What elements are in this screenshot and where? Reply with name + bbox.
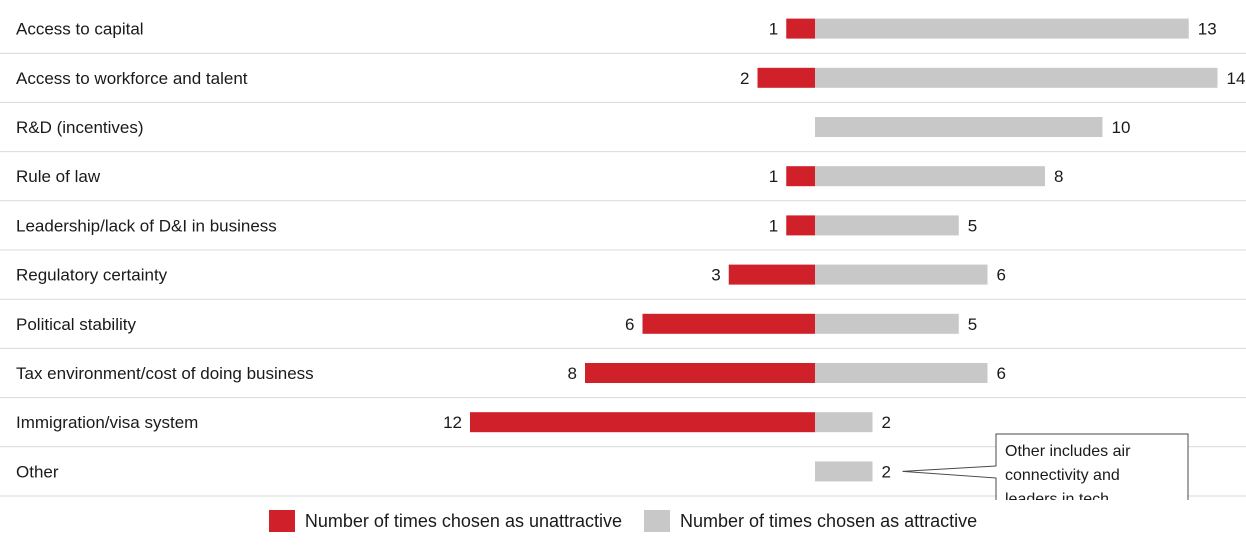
bar-unattractive: [757, 67, 815, 88]
bars: [470, 18, 1218, 482]
callout-pointer: [902, 465, 997, 479]
legend-item-unattractive: Number of times chosen as unattractive: [268, 510, 623, 532]
value-label-unattractive: 1: [769, 216, 778, 235]
value-label-attractive: 13: [1198, 20, 1217, 39]
value-label-attractive: 14: [1227, 69, 1246, 88]
bar-attractive: [815, 18, 1189, 39]
diverging-bar-chart: Access to capital Access to workforce and…: [0, 18, 1246, 500]
category-label: Other: [16, 462, 59, 481]
value-label-unattractive: 3: [711, 266, 720, 285]
bar-attractive: [815, 412, 873, 433]
callout-text-line: leaders in tech: [1005, 491, 1109, 500]
category-label: R&D (incentives): [16, 118, 144, 137]
legend: Number of times chosen as unattractive N…: [0, 503, 1246, 539]
category-label: Rule of law: [16, 167, 101, 186]
category-label: Access to workforce and talent: [16, 69, 248, 88]
category-label: Political stability: [16, 315, 136, 334]
bar-attractive: [815, 215, 959, 236]
value-label-attractive: 5: [968, 315, 977, 334]
bar-unattractive: [585, 363, 815, 383]
category-label: Leadership/lack of D&I in business: [16, 216, 277, 235]
bar-unattractive: [786, 18, 815, 39]
value-label-unattractive: 1: [769, 20, 778, 39]
bar-attractive: [815, 313, 959, 334]
legend-item-attractive: Number of times chosen as attractive: [644, 510, 977, 532]
value-label-unattractive: 12: [443, 413, 462, 432]
legend-swatch-attractive: [644, 510, 671, 532]
bar-unattractive: [786, 166, 815, 187]
category-label: Immigration/visa system: [16, 413, 198, 432]
annotation-callout: Other includes air connectivity and leader…: [902, 433, 1189, 500]
value-label-attractive: 2: [882, 413, 891, 432]
bar-unattractive: [728, 264, 815, 285]
callout-box: [995, 433, 1189, 500]
callout-text-line: connectivity and: [1005, 467, 1120, 484]
bar-attractive: [815, 461, 873, 482]
category-label: Regulatory certainty: [16, 266, 168, 285]
bar-unattractive: [642, 313, 815, 334]
value-label-unattractive: 8: [568, 364, 577, 383]
value-label-unattractive: 2: [740, 69, 749, 88]
category-labels: Access to capital Access to workforce and…: [16, 20, 314, 482]
value-label-attractive: 6: [997, 266, 1006, 285]
legend-swatch-unattractive: [268, 510, 295, 532]
value-label-attractive: 10: [1112, 118, 1131, 137]
bar-unattractive: [470, 412, 815, 433]
bar-attractive: [815, 67, 1218, 88]
value-label-attractive: 5: [968, 216, 977, 235]
category-label: Tax environment/cost of doing business: [16, 364, 314, 383]
value-label-attractive: 8: [1054, 167, 1063, 186]
bar-attractive: [815, 363, 988, 383]
bar-attractive: [815, 166, 1045, 187]
value-label-attractive: 6: [997, 364, 1006, 383]
legend-label-unattractive: Number of times chosen as unattractive: [304, 510, 623, 531]
callout-text-line: Other includes air: [1005, 443, 1131, 460]
value-label-attractive: 2: [882, 462, 891, 481]
value-label-unattractive: 6: [625, 315, 634, 334]
bar-attractive: [815, 264, 988, 285]
bar-unattractive: [786, 215, 815, 236]
category-label: Access to capital: [16, 20, 144, 39]
value-label-unattractive: 1: [769, 167, 778, 186]
bar-attractive: [815, 117, 1103, 137]
legend-label-attractive: Number of times chosen as attractive: [680, 510, 978, 531]
